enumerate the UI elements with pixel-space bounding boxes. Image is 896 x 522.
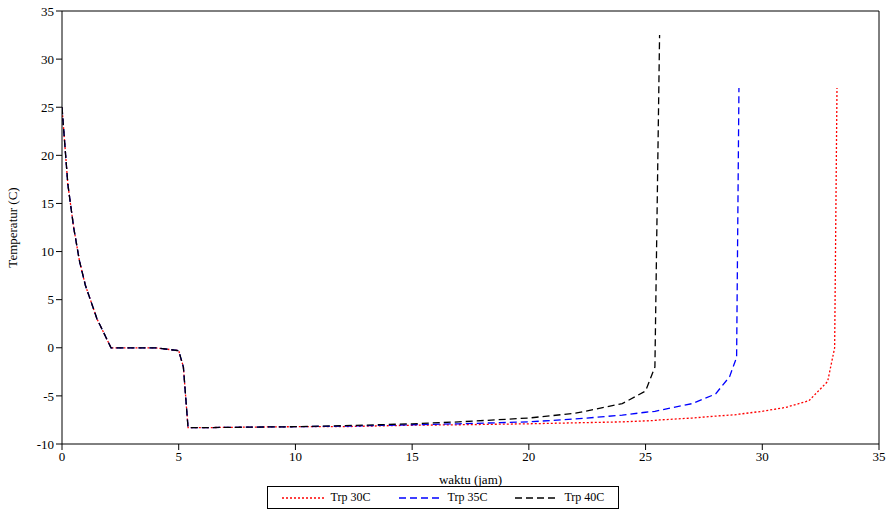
- svg-text:0: 0: [59, 449, 66, 464]
- svg-text:25: 25: [41, 100, 54, 115]
- svg-text:20: 20: [41, 148, 54, 163]
- svg-text:15: 15: [406, 449, 419, 464]
- svg-text:5: 5: [175, 449, 182, 464]
- svg-text:-10: -10: [37, 437, 54, 452]
- svg-text:30: 30: [756, 449, 769, 464]
- svg-text:15: 15: [41, 196, 54, 211]
- html-text:Trp 30C: Trp 30C: [330, 490, 371, 504]
- svg-text:10: 10: [289, 449, 302, 464]
- svg-text:25: 25: [639, 449, 652, 464]
- svg-text:20: 20: [522, 449, 535, 464]
- svg-text:Temperatur (C): Temperatur (C): [5, 187, 20, 267]
- html-text:Trp 40C: Trp 40C: [564, 490, 605, 504]
- svg-text:waktu (jam): waktu (jam): [439, 472, 502, 487]
- svg-text:30: 30: [41, 52, 54, 67]
- svg-text:35: 35: [873, 449, 886, 464]
- svg-text:-5: -5: [43, 389, 54, 404]
- svg-text:35: 35: [41, 4, 54, 19]
- svg-text:5: 5: [48, 292, 55, 307]
- html-text:Trp 35C: Trp 35C: [447, 490, 488, 504]
- svg-text:10: 10: [41, 244, 54, 259]
- svg-text:0: 0: [48, 340, 55, 355]
